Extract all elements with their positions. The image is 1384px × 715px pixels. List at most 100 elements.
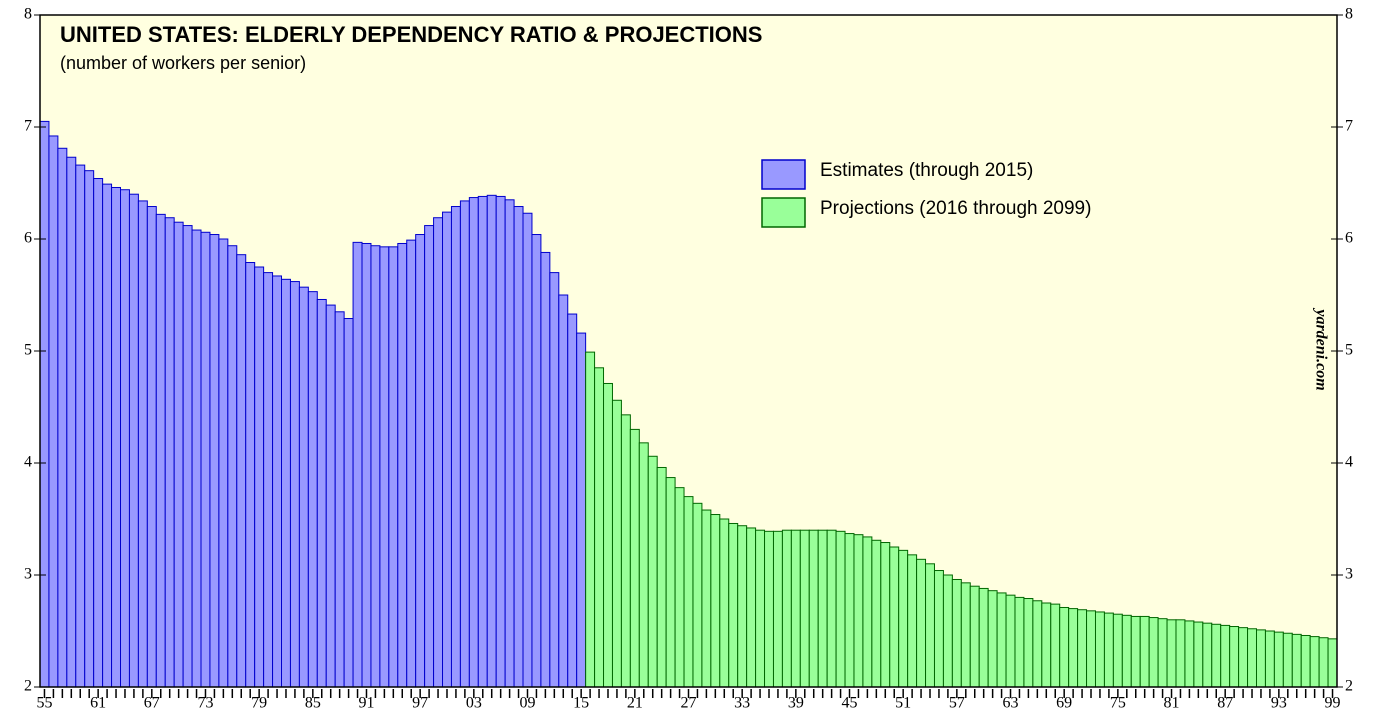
x-tick-label: 99 bbox=[1325, 695, 1341, 712]
bar bbox=[611, 399, 622, 688]
bar bbox=[969, 585, 980, 688]
bar bbox=[334, 311, 345, 688]
x-tick-label: 15 bbox=[573, 695, 589, 712]
bar bbox=[272, 275, 283, 688]
bar bbox=[755, 529, 766, 688]
bar bbox=[442, 211, 452, 688]
bar bbox=[665, 477, 676, 688]
bar bbox=[307, 291, 318, 688]
bar bbox=[486, 194, 497, 688]
y2-tick-label: 7 bbox=[1345, 118, 1353, 135]
bar bbox=[1059, 606, 1070, 688]
bar bbox=[1282, 632, 1293, 688]
bar bbox=[898, 549, 909, 688]
x-tick-label: 39 bbox=[788, 695, 804, 712]
bar bbox=[808, 529, 819, 688]
x-tick-label: 09 bbox=[519, 695, 535, 712]
x-tick-label: 33 bbox=[734, 695, 750, 712]
bar bbox=[1175, 619, 1186, 688]
bar bbox=[111, 186, 122, 688]
bar bbox=[862, 536, 873, 688]
bar bbox=[1309, 636, 1320, 688]
bar bbox=[1193, 621, 1204, 688]
bar bbox=[1220, 624, 1231, 688]
bar bbox=[459, 200, 470, 688]
bar bbox=[146, 206, 157, 688]
bar bbox=[826, 529, 837, 688]
watermark: yardeni.com bbox=[1312, 307, 1329, 390]
bar bbox=[128, 193, 139, 688]
bar bbox=[960, 582, 971, 688]
bar bbox=[701, 509, 712, 688]
bar bbox=[951, 578, 962, 688]
legend-label: Projections (2016 through 2099) bbox=[820, 198, 1091, 219]
y2-tick-label: 4 bbox=[1345, 454, 1353, 471]
bar bbox=[576, 332, 587, 688]
bar bbox=[343, 318, 354, 688]
bar bbox=[1157, 618, 1168, 688]
bar bbox=[218, 238, 229, 688]
x-tick-label: 67 bbox=[144, 695, 160, 712]
bar bbox=[361, 242, 372, 688]
bar bbox=[289, 281, 300, 688]
bar bbox=[1112, 613, 1123, 688]
x-tick-label: 97 bbox=[412, 695, 428, 712]
bar bbox=[75, 164, 86, 688]
x-tick-label: 79 bbox=[251, 695, 267, 712]
bar bbox=[853, 534, 864, 688]
bar bbox=[790, 529, 801, 688]
bar bbox=[594, 367, 605, 688]
bar bbox=[996, 592, 1007, 688]
bar bbox=[415, 234, 426, 688]
bar bbox=[281, 278, 291, 688]
bar bbox=[325, 304, 336, 688]
bar bbox=[629, 428, 640, 688]
x-tick-label: 63 bbox=[1003, 695, 1019, 712]
bar bbox=[379, 246, 390, 688]
bar bbox=[397, 242, 408, 688]
bar bbox=[477, 195, 488, 688]
x-tick-label: 81 bbox=[1164, 695, 1180, 712]
y2-tick-label: 6 bbox=[1345, 230, 1353, 247]
bar bbox=[728, 522, 739, 688]
bar bbox=[656, 466, 667, 688]
bar bbox=[1184, 620, 1195, 688]
y-tick-label: 6 bbox=[24, 230, 32, 247]
chart-subtitle: (number of workers per senior) bbox=[60, 53, 306, 73]
legend-label: Estimates (through 2015) bbox=[820, 160, 1033, 181]
bar bbox=[182, 225, 193, 688]
bar bbox=[558, 294, 569, 688]
bar bbox=[245, 262, 256, 688]
x-tick-label: 75 bbox=[1110, 695, 1126, 712]
bar bbox=[450, 206, 461, 688]
bar bbox=[942, 574, 953, 688]
bar bbox=[1014, 596, 1025, 688]
bar bbox=[1327, 638, 1338, 688]
bar bbox=[916, 558, 927, 688]
y2-tick-label: 3 bbox=[1345, 566, 1353, 583]
bar bbox=[1273, 631, 1284, 688]
bar bbox=[817, 529, 828, 688]
y2-tick-label: 2 bbox=[1345, 678, 1353, 695]
bar bbox=[567, 313, 578, 688]
y-tick-label: 5 bbox=[24, 342, 32, 359]
bar bbox=[549, 272, 560, 688]
x-tick-label: 51 bbox=[895, 695, 911, 712]
bar bbox=[531, 234, 542, 688]
bar bbox=[120, 189, 130, 688]
bar bbox=[191, 229, 202, 688]
x-tick-label: 57 bbox=[949, 695, 965, 712]
bar bbox=[102, 183, 113, 688]
bar bbox=[298, 286, 309, 688]
bar bbox=[209, 234, 220, 688]
bar bbox=[1005, 594, 1016, 688]
bar bbox=[799, 529, 810, 688]
bar bbox=[1086, 610, 1096, 688]
bar bbox=[585, 351, 596, 688]
y2-tick-label: 8 bbox=[1345, 6, 1353, 23]
bar bbox=[495, 195, 506, 688]
bar bbox=[683, 496, 694, 688]
bar bbox=[719, 518, 730, 688]
x-tick-label: 85 bbox=[305, 695, 321, 712]
